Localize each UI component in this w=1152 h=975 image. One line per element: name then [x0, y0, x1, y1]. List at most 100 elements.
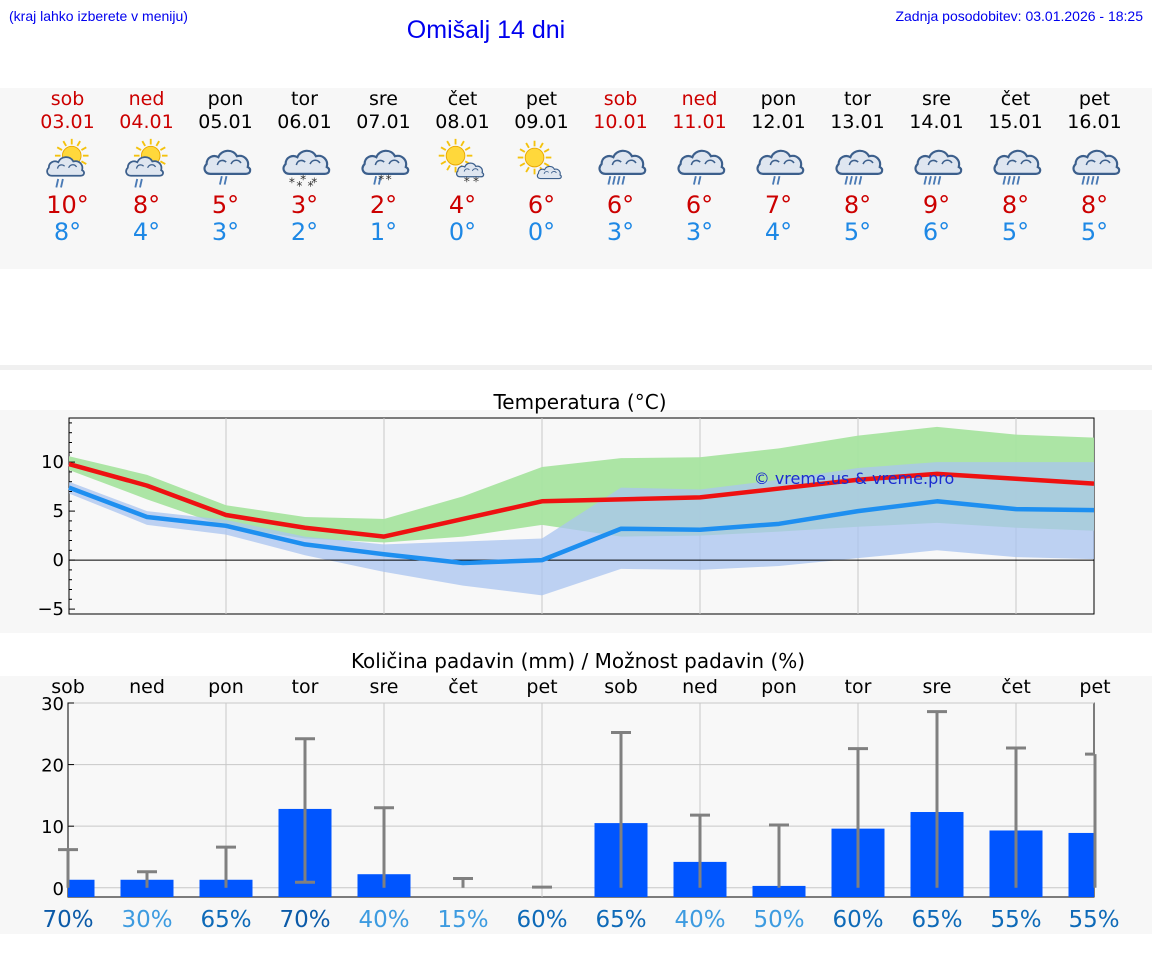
cloud-heavy-rain-icon	[1071, 149, 1120, 185]
precip-bar	[199, 879, 253, 897]
precip-bar	[120, 879, 174, 897]
day-date: 09.01	[514, 111, 569, 133]
cloud-heavy-rain-icon	[834, 149, 883, 185]
temp-max: 8°	[1001, 191, 1030, 219]
y-tick-label: 10	[41, 817, 64, 838]
cloud-snow-icon: * * ** *	[281, 149, 330, 193]
day-name: čet	[447, 88, 478, 110]
day-label: tor	[292, 676, 319, 698]
day-label: sob	[604, 676, 638, 698]
temp-max: 5°	[211, 191, 240, 219]
precip-probability: 65%	[200, 907, 251, 933]
day-name: tor	[844, 88, 871, 110]
precip-probability: 55%	[990, 907, 1041, 933]
day-date: 16.01	[1067, 111, 1122, 133]
day-forecast: pet 09.01 6° 0°	[502, 88, 581, 268]
precip-bar	[1068, 832, 1094, 897]
precip-probability: 15%	[437, 907, 488, 933]
day-forecast: sob 10.01 6° 3°	[581, 88, 660, 268]
day-label: pon	[761, 676, 797, 698]
day-forecast: tor 06.01 * * * * * 3° 2°	[265, 88, 344, 268]
precip-probability: 40%	[674, 907, 725, 933]
day-label: sre	[370, 676, 399, 698]
temperature-title: Temperatura (°C)	[492, 390, 666, 414]
cloud-rain-icon	[676, 149, 725, 185]
sun-small-cloud-icon	[517, 140, 562, 180]
day-name: ned	[681, 88, 718, 110]
svg-text:*: *	[296, 179, 302, 193]
day-name: tor	[291, 88, 318, 110]
temp-max: 8°	[843, 191, 872, 219]
svg-text:*: *	[300, 173, 306, 187]
precip-probability: 70%	[42, 907, 93, 933]
temp-min: 3°	[685, 218, 714, 246]
daily-forecast-row: sob 03.01 10° 8° ned 04.01 8° 4° pon 05.…	[28, 88, 1135, 268]
sun-cloud-snow-icon: * *	[438, 138, 484, 189]
svg-text:*: *	[288, 175, 294, 189]
svg-text:*: *	[385, 173, 391, 187]
cloud-rain-icon	[755, 149, 804, 185]
temp-max: 6°	[527, 191, 556, 219]
precip-probability: 60%	[832, 907, 883, 933]
day-name: ned	[128, 88, 165, 110]
y-tick-label: 0	[53, 550, 64, 571]
day-date: 08.01	[435, 111, 490, 133]
day-forecast: sre 14.01 9° 6°	[897, 88, 976, 268]
svg-text:*: *	[473, 175, 479, 189]
temp-max: 4°	[448, 191, 477, 219]
precip-bar	[752, 885, 806, 897]
svg-text:*: *	[311, 175, 317, 189]
temp-min: 3°	[211, 218, 240, 246]
day-date: 04.01	[119, 111, 174, 133]
day-forecast: tor 13.01 8° 5°	[818, 88, 897, 268]
precip-probability: 65%	[911, 907, 962, 933]
day-label: tor	[845, 676, 872, 698]
day-forecast: ned 04.01 8° 4°	[107, 88, 186, 268]
temp-min: 6°	[922, 218, 951, 246]
temp-max: 8°	[132, 191, 161, 219]
day-label: pet	[526, 676, 557, 698]
temp-min: 4°	[764, 218, 793, 246]
temp-max: 7°	[764, 191, 793, 219]
day-name: sre	[922, 88, 951, 110]
temp-min: 0°	[527, 218, 556, 246]
y-tick-label: 0	[53, 879, 64, 900]
cloud-rain-icon	[202, 149, 251, 185]
precip-probability: 60%	[516, 907, 567, 933]
day-forecast: pon 12.01 7° 4°	[739, 88, 818, 268]
day-date: 05.01	[198, 111, 253, 133]
temp-max: 8°	[1080, 191, 1109, 219]
day-name: čet	[1000, 88, 1031, 110]
y-tick-label: 30	[41, 694, 64, 715]
day-name: pon	[760, 88, 797, 110]
y-tick-label: 5	[53, 501, 64, 522]
temp-max: 9°	[922, 191, 951, 219]
day-label: čet	[448, 676, 478, 698]
last-update: Zadnja posodobitev: 03.01.2026 - 18:25	[895, 8, 1143, 24]
precip-probability: 40%	[358, 907, 409, 933]
precip-bar	[68, 879, 95, 897]
day-label: ned	[129, 676, 165, 698]
cloud-heavy-rain-icon	[913, 149, 962, 185]
location-menu-hint[interactable]: (kraj lahko izberete v meniju)	[9, 8, 188, 24]
temperature-chart: Temperatura (°C) −5 0 5 10 © vreme.us & vrem…	[37, 390, 1095, 620]
day-date: 12.01	[751, 111, 806, 133]
svg-text:*: *	[378, 173, 384, 187]
day-label: sob	[51, 676, 85, 698]
temp-min: 5°	[1001, 218, 1030, 246]
min-temp-line	[68, 485, 1095, 566]
temp-min: 1°	[369, 218, 398, 246]
day-name: sre	[369, 88, 398, 110]
day-date: 11.01	[672, 111, 727, 133]
precip-probability: 30%	[121, 907, 172, 933]
temp-max: 2°	[369, 191, 398, 219]
svg-text:*: *	[307, 179, 313, 193]
day-forecast: čet 08.01 * * 4° 0°	[423, 88, 502, 268]
precipitation-title: Količina padavin (mm) / Možnost padavin …	[351, 649, 805, 673]
temp-min: 3°	[606, 218, 635, 246]
day-forecast: sre 07.01 * * 2° 1°	[344, 88, 423, 268]
precipitation-chart: Količina padavin (mm) / Možnost padavin …	[41, 649, 1119, 933]
temp-min: 8°	[53, 218, 82, 246]
day-label: sre	[923, 676, 952, 698]
cloud-sleet-icon: * *	[360, 149, 409, 187]
